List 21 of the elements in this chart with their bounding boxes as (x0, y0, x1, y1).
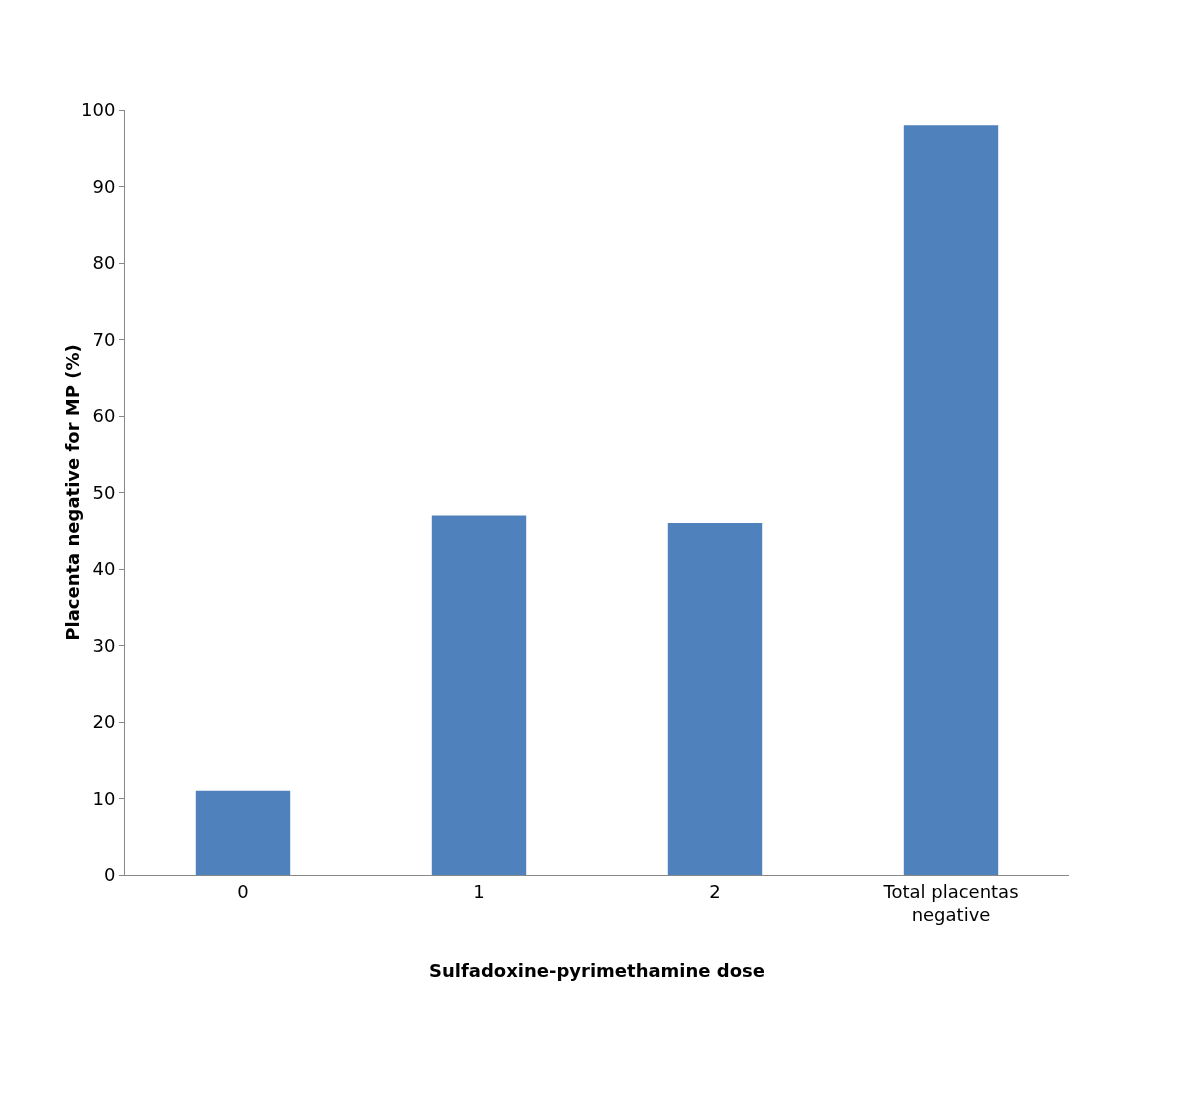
y-tick-label: 100 (81, 99, 116, 121)
y-tick-label: 20 (92, 711, 116, 733)
y-tick-label: 70 (92, 328, 116, 350)
bar (903, 125, 999, 875)
x-tick-label: 1 (473, 880, 485, 902)
y-tick-label: 40 (92, 558, 116, 580)
y-tick-label: 90 (92, 175, 116, 197)
x-axis-title: Sulfadoxine-pyrimethamine dose (428, 960, 766, 982)
x-tick-label: 2 (709, 880, 721, 902)
y-tick-label: 80 (92, 252, 116, 274)
y-tick-label: 0 (103, 864, 116, 886)
y-tick-label: 60 (92, 405, 116, 427)
y-tick-label: 10 (92, 787, 116, 809)
bar (431, 515, 527, 875)
y-axis-title: Placenta negative for MP (%) (62, 344, 83, 641)
y-tick-label: 30 (92, 634, 116, 656)
y-tick-label: 50 (92, 481, 116, 503)
bar (195, 790, 291, 875)
bar (667, 523, 763, 875)
x-tick-label: 0 (237, 880, 249, 902)
x-tick-label: Total placentas negative (882, 880, 1019, 925)
